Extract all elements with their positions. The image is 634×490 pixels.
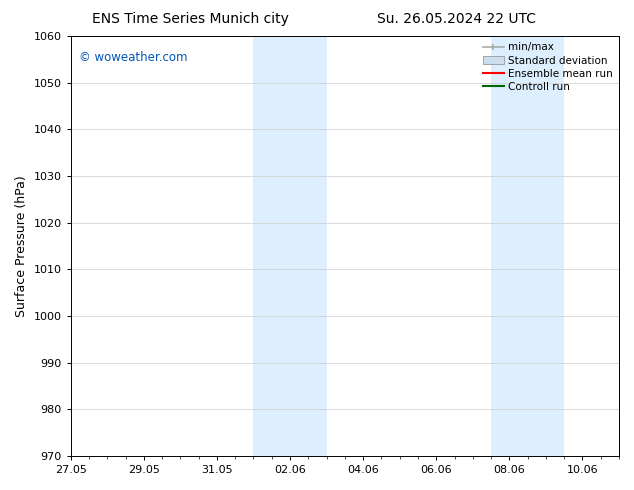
Text: ENS Time Series Munich city: ENS Time Series Munich city (92, 12, 288, 26)
Text: © woweather.com: © woweather.com (79, 51, 188, 64)
Text: Su. 26.05.2024 22 UTC: Su. 26.05.2024 22 UTC (377, 12, 536, 26)
Bar (254, 36, 327, 456)
Bar (527, 36, 564, 456)
Legend: min/max, Standard deviation, Ensemble mean run, Controll run: min/max, Standard deviation, Ensemble me… (479, 38, 617, 96)
Bar (491, 36, 527, 456)
Y-axis label: Surface Pressure (hPa): Surface Pressure (hPa) (15, 175, 28, 317)
